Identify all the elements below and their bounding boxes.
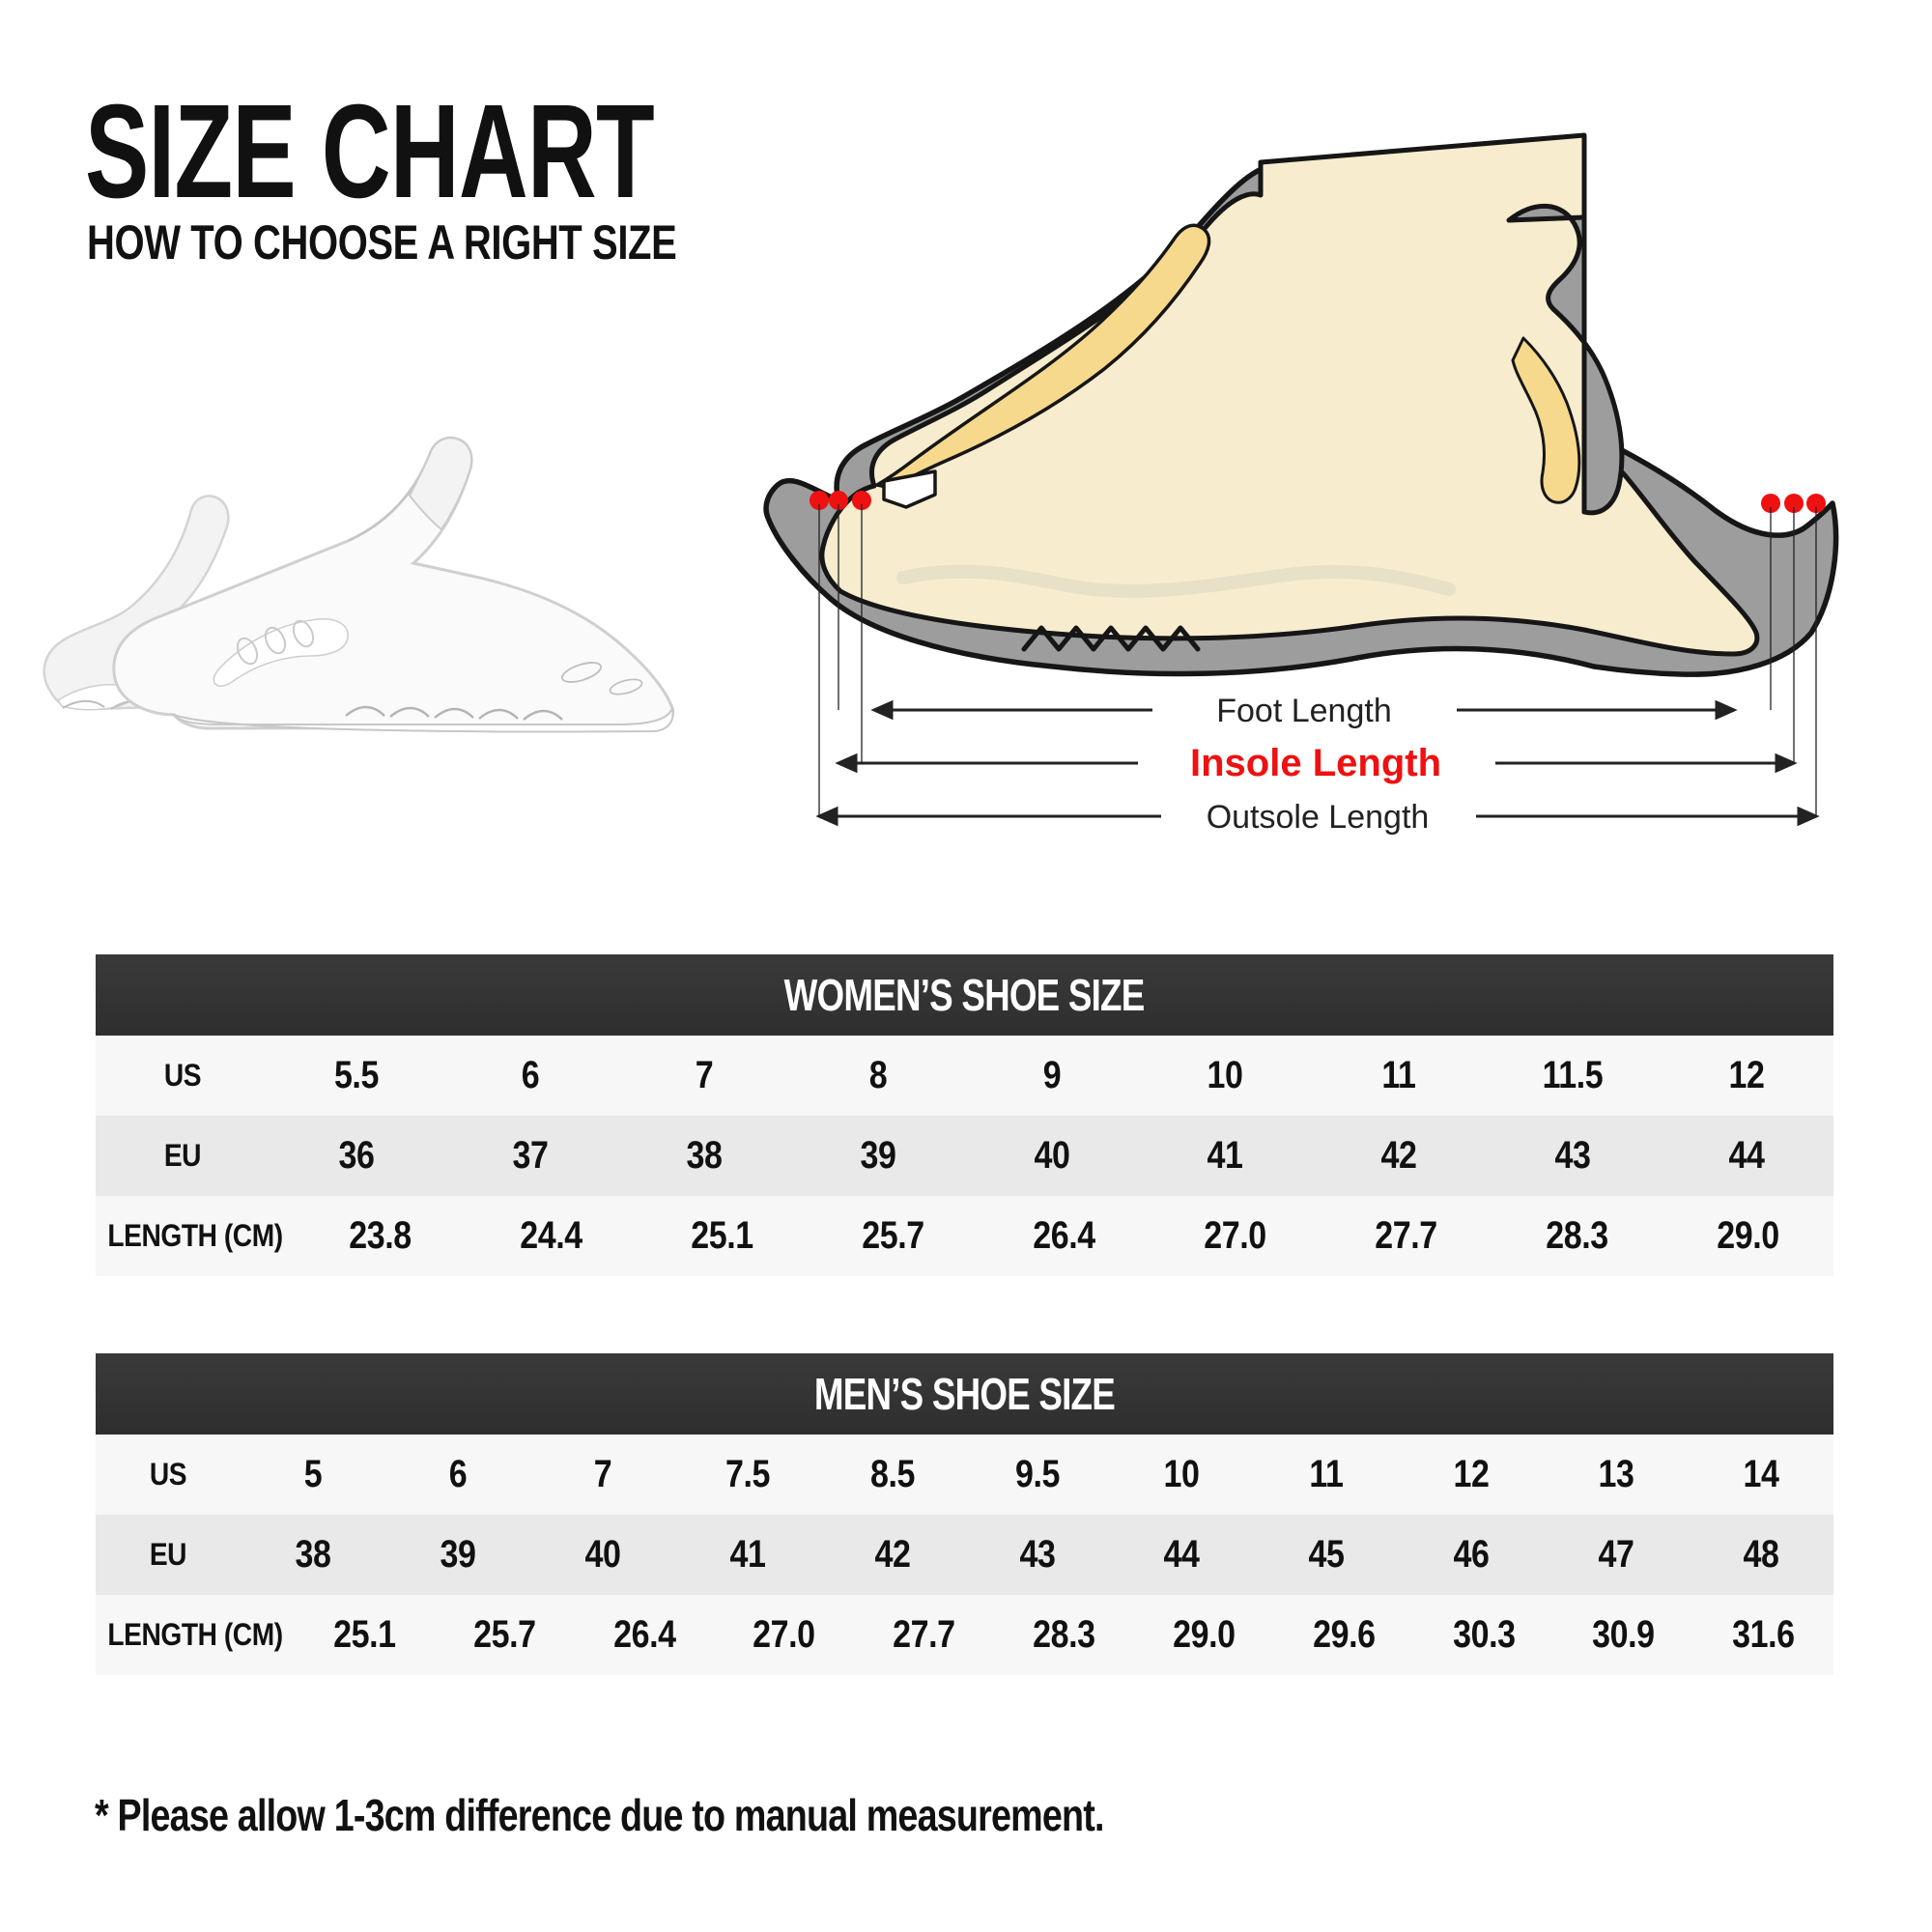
svg-text:Insole Length: Insole Length — [1190, 742, 1441, 784]
svg-text:Foot Length: Foot Length — [1216, 693, 1391, 729]
svg-text:Outsole Length: Outsole Length — [1207, 799, 1430, 836]
